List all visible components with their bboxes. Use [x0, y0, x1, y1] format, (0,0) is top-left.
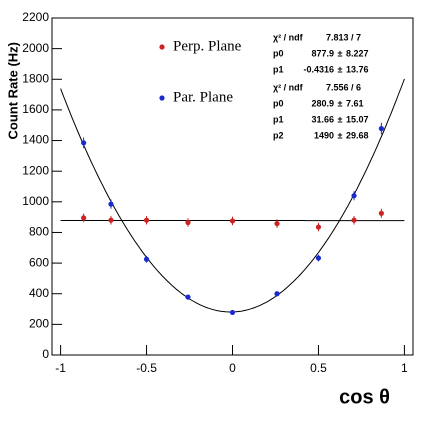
stat-label: χ² / ndf — [273, 82, 304, 92]
stat-label: p1 — [273, 114, 284, 124]
legend-marker — [159, 95, 165, 101]
y-tick-label: 1800 — [22, 71, 49, 85]
point — [229, 218, 236, 224]
x-tick-label: 0.5 — [310, 361, 327, 375]
stat-label: χ² / ndf — [273, 32, 304, 42]
stat-pm: ± — [338, 64, 343, 74]
stat-value: -0.4316 — [303, 64, 334, 74]
stat-error: 13.76 — [346, 64, 369, 74]
point — [143, 217, 150, 223]
legend-label: Perp. Plane — [173, 38, 242, 54]
x-tick-label: -1 — [55, 361, 66, 375]
x-tick-label: 0 — [229, 361, 236, 375]
y-tick-label: 1400 — [22, 133, 49, 147]
point — [108, 217, 114, 223]
legend-marker — [159, 44, 165, 50]
point — [81, 140, 87, 146]
point — [185, 294, 191, 300]
x-axis-title: cos θ — [339, 386, 390, 408]
stat-value: 31.66 — [311, 114, 334, 124]
point — [274, 220, 280, 227]
stat-value: 7.813 / 7 — [326, 32, 361, 42]
point — [274, 291, 280, 297]
point — [185, 219, 191, 226]
point — [229, 309, 236, 316]
y-tick-label: 1000 — [22, 194, 49, 208]
stat-value: 1490 — [314, 130, 334, 140]
point — [315, 224, 322, 230]
stat-error: 8.227 — [346, 48, 369, 58]
point — [81, 215, 87, 221]
stat-value: 877.9 — [311, 48, 334, 58]
y-axis-title: Count Rate (Hz) — [5, 42, 20, 140]
y-tick-label: 2000 — [22, 41, 49, 55]
y-tick-label: 800 — [29, 225, 49, 239]
point — [315, 255, 322, 261]
point — [351, 217, 357, 223]
point — [351, 193, 357, 199]
point — [378, 210, 384, 216]
stat-error: 29.68 — [346, 130, 369, 140]
y-tick-label: 1200 — [22, 163, 49, 177]
y-tick-label: 400 — [29, 286, 49, 300]
point — [378, 125, 384, 132]
y-tick-label: 1600 — [22, 102, 49, 116]
stat-label: p2 — [273, 130, 284, 140]
stat-error: 7.61 — [346, 98, 364, 108]
stat-label: p1 — [273, 64, 284, 74]
x-tick-label: -0.5 — [136, 361, 157, 375]
point — [108, 201, 114, 207]
stat-value: 280.9 — [311, 98, 334, 108]
y-tick-label: 600 — [29, 255, 49, 269]
legend-label: Par. Plane — [173, 89, 233, 105]
stat-value: 7.556 / 6 — [326, 82, 361, 92]
stat-pm: ± — [338, 114, 343, 124]
y-tick-label: 200 — [29, 317, 49, 331]
stat-pm: ± — [338, 130, 343, 140]
stat-label: p0 — [273, 48, 284, 58]
stat-error: 15.07 — [346, 114, 369, 124]
y-tick-label: 2200 — [22, 10, 49, 24]
x-tick-label: 1 — [401, 361, 408, 375]
stat-label: p0 — [273, 98, 284, 108]
stat-pm: ± — [338, 48, 343, 58]
point — [143, 256, 150, 262]
y-tick-label: 0 — [42, 347, 49, 361]
stat-pm: ± — [338, 98, 343, 108]
